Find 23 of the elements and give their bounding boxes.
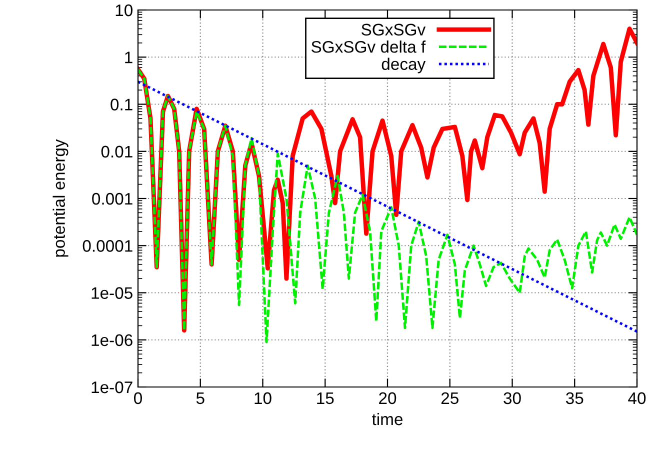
x-tick-label: 10 bbox=[254, 392, 272, 404]
x-tick-label: 15 bbox=[317, 392, 334, 404]
x-tick-label: 5 bbox=[196, 392, 204, 404]
y-tick-label: 0.0001 bbox=[82, 240, 132, 252]
legend-label: decay bbox=[382, 58, 426, 74]
y-tick-label: 0.1 bbox=[110, 98, 132, 110]
x-tick-label: 40 bbox=[628, 392, 646, 404]
x-tick-label: 35 bbox=[566, 392, 584, 404]
x-axis-title: time bbox=[372, 412, 403, 426]
x-tick-label: 30 bbox=[504, 392, 521, 404]
y-tick-label: 0.01 bbox=[101, 146, 132, 158]
y-tick-label: 1e-06 bbox=[92, 334, 132, 346]
legend-label: SGxSGv bbox=[362, 24, 426, 36]
x-tick-label: 20 bbox=[379, 392, 396, 404]
y-tick-label: 1e-05 bbox=[92, 287, 132, 299]
x-tick-label: 25 bbox=[441, 392, 458, 404]
y-tick-label: 10 bbox=[116, 4, 132, 16]
legend-label: SGxSGv delta f bbox=[312, 40, 426, 53]
y-axis-title: potential energy bbox=[52, 139, 68, 257]
x-tick-label: 0 bbox=[134, 392, 142, 404]
y-tick-label: 1e-07 bbox=[92, 381, 132, 394]
y-tick-label: 0.001 bbox=[92, 192, 132, 205]
y-tick-label: 1 bbox=[125, 52, 132, 64]
